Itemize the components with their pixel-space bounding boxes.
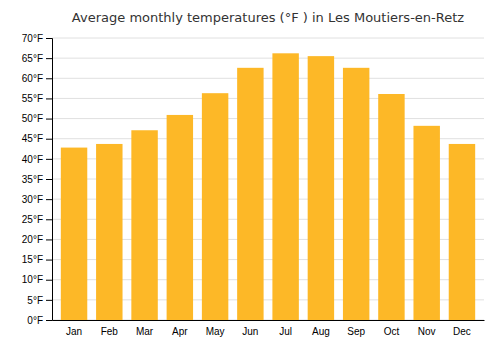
- grid-line: [52, 98, 484, 99]
- x-tick-label: Jan: [66, 326, 82, 337]
- y-tick: 55°F: [22, 93, 52, 104]
- x-tick-label: Feb: [101, 326, 119, 337]
- y-tick-label: 20°F: [22, 234, 43, 245]
- bar: [449, 144, 475, 320]
- grid-line: [52, 58, 484, 59]
- y-tick-label: 30°F: [22, 194, 43, 205]
- x-tick-label: Aug: [312, 326, 330, 337]
- y-tick-label: 45°F: [22, 133, 43, 144]
- y-tick-mark: [46, 139, 52, 140]
- y-tick-label: 25°F: [22, 214, 43, 225]
- y-tick-mark: [46, 199, 52, 200]
- x-tick-label: Jul: [279, 326, 292, 337]
- y-tick: 70°F: [22, 33, 52, 44]
- y-tick-mark: [46, 98, 52, 99]
- y-tick: 40°F: [22, 154, 52, 165]
- x-tick: Jun: [242, 326, 258, 337]
- y-tick-label: 5°F: [27, 295, 43, 306]
- y-tick: 15°F: [22, 254, 52, 265]
- x-tick: Jan: [66, 326, 82, 337]
- x-tick: Jul: [279, 326, 292, 337]
- bar: [96, 144, 122, 320]
- y-tick-label: 15°F: [22, 254, 43, 265]
- bars: [61, 53, 475, 320]
- x-axis: Jan Feb Mar Apr May Jun Jul Aug Sep Oct Nov Dec: [53, 321, 485, 338]
- grid-line: [52, 38, 484, 39]
- y-tick-mark: [46, 280, 52, 281]
- y-tick: 25°F: [22, 214, 52, 225]
- y-tick-mark: [46, 159, 52, 160]
- y-tick-mark: [46, 119, 52, 120]
- y-tick-mark: [46, 239, 52, 240]
- x-tick-label: Oct: [384, 326, 400, 337]
- y-tick: 35°F: [22, 174, 52, 185]
- x-axis-line: [53, 320, 485, 321]
- y-axis: 0°F 5°F 10°F 15°F 20°F 25°F 30°F 35°F 40°F 45°F 50…: [22, 33, 53, 326]
- x-tick: Oct: [384, 326, 400, 337]
- x-tick: Apr: [172, 326, 188, 337]
- x-tick-label: Sep: [347, 326, 365, 337]
- y-tick-label: 70°F: [22, 33, 43, 44]
- bar: [131, 130, 157, 320]
- bar: [167, 115, 193, 320]
- y-tick-label: 60°F: [22, 73, 43, 84]
- y-tick-mark: [46, 300, 52, 301]
- x-tick: May: [206, 326, 225, 337]
- y-tick-label: 55°F: [22, 93, 43, 104]
- y-axis-line: [46, 39, 53, 321]
- x-tick-label: Dec: [453, 326, 471, 337]
- bar: [413, 126, 439, 320]
- y-tick: 65°F: [22, 53, 52, 64]
- y-tick-mark: [46, 38, 52, 39]
- y-tick: 20°F: [22, 234, 52, 245]
- y-tick-label: 35°F: [22, 174, 43, 185]
- y-tick: 0°F: [27, 315, 52, 326]
- x-tick: Nov: [418, 326, 436, 337]
- x-tick: Sep: [347, 326, 365, 337]
- y-tick-mark: [46, 78, 52, 79]
- y-tick-mark: [46, 58, 52, 59]
- grid-line: [52, 78, 484, 79]
- y-tick-mark: [46, 260, 52, 261]
- bar: [61, 148, 87, 320]
- y-tick-label: 0°F: [27, 315, 43, 326]
- x-tick-label: Nov: [418, 326, 436, 337]
- chart: 0°F 5°F 10°F 15°F 20°F 25°F 30°F 35°F 40°F 45°F 50…: [0, 0, 500, 350]
- y-tick: 10°F: [22, 274, 52, 285]
- x-tick: Aug: [312, 326, 330, 337]
- y-tick-label: 40°F: [22, 154, 43, 165]
- x-tick: Feb: [101, 326, 119, 337]
- bar: [202, 93, 228, 320]
- y-tick-label: 65°F: [22, 53, 43, 64]
- bar: [378, 94, 404, 320]
- y-tick-label: 10°F: [22, 274, 43, 285]
- grid: [52, 38, 484, 320]
- grid-line: [52, 118, 484, 119]
- x-tick: Mar: [136, 326, 154, 337]
- bar: [272, 53, 298, 320]
- x-tick: Dec: [453, 326, 471, 337]
- x-tick-label: Jun: [242, 326, 258, 337]
- y-tick-mark: [46, 219, 52, 220]
- y-tick: 5°F: [27, 295, 52, 306]
- bar: [308, 56, 334, 320]
- x-tick-label: May: [206, 326, 225, 337]
- y-tick: 45°F: [22, 133, 52, 144]
- y-tick-mark: [46, 179, 52, 180]
- y-tick-label: 50°F: [22, 113, 43, 124]
- y-tick: 60°F: [22, 73, 52, 84]
- y-tick-mark: [46, 320, 52, 321]
- x-tick-label: Mar: [136, 326, 154, 337]
- bar: [237, 68, 263, 320]
- bar: [343, 68, 369, 320]
- y-tick: 30°F: [22, 194, 52, 205]
- y-tick: 50°F: [22, 113, 52, 124]
- title: Average monthly temperatures (°F ) in Le…: [72, 10, 464, 25]
- x-tick-label: Apr: [172, 326, 188, 337]
